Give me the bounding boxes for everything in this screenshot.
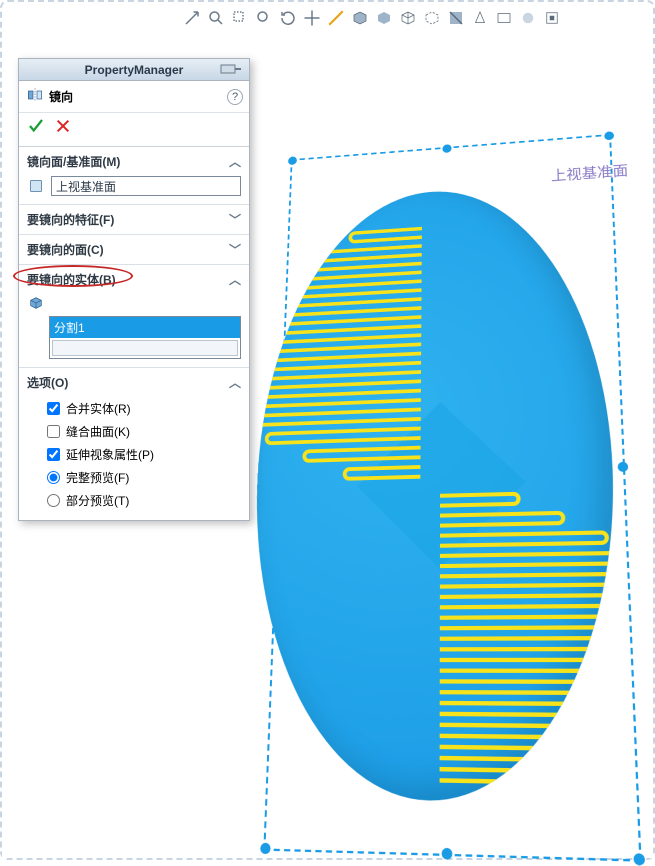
scene-icon[interactable] [494, 8, 514, 28]
ok-button[interactable] [27, 117, 45, 138]
full-preview-radio[interactable] [47, 471, 60, 484]
cooling-channel [309, 244, 422, 263]
measure-icon[interactable] [326, 8, 346, 28]
option-propvis[interactable]: 延伸视象属性(P) [27, 443, 241, 466]
section-header-mirror-plane[interactable]: 镜向面/基准面(M) ︿ [27, 153, 241, 170]
plane-handle[interactable] [618, 462, 629, 472]
mirror-plane-field[interactable] [51, 176, 241, 196]
plane-handle[interactable] [288, 156, 297, 165]
chevron-up-icon: ︿ [229, 153, 241, 170]
pin-icon[interactable] [217, 61, 245, 77]
zoom-fit-icon[interactable] [206, 8, 226, 28]
chevron-up-icon: ︿ [229, 271, 241, 288]
cooling-channel [440, 723, 616, 740]
hidden-lines-icon[interactable] [422, 8, 442, 28]
cooling-channel [243, 389, 421, 411]
section-header-features[interactable]: 要镜向的特征(F) ﹀ [27, 211, 241, 228]
plane-selection-icon [27, 177, 45, 195]
option-label: 延伸视象属性(P) [66, 446, 154, 463]
rotate-icon[interactable] [278, 8, 298, 28]
cooling-channel [440, 658, 626, 674]
cancel-button[interactable] [55, 118, 71, 137]
chevron-up-icon: ︿ [229, 374, 241, 391]
appearance-icon[interactable] [518, 8, 538, 28]
cooling-channel [440, 592, 626, 609]
shaded-edges-icon[interactable] [350, 8, 370, 28]
section-faces: 要镜向的面(C) ﹀ [19, 235, 249, 265]
propvis-checkbox[interactable] [47, 448, 60, 461]
section-label: 要镜向的特征(F) [27, 211, 114, 228]
section-label: 要镜向的实体(B) [27, 271, 116, 288]
section-label: 选项(O) [27, 374, 68, 391]
cooling-channel [440, 550, 626, 568]
option-partial-preview[interactable]: 部分预览(T) [27, 489, 241, 512]
plane-label: 上视基准面 [551, 159, 629, 185]
option-full-preview[interactable]: 完整预览(F) [27, 466, 241, 489]
section-header-faces[interactable]: 要镜向的面(C) ﹀ [27, 241, 241, 258]
option-label: 合并实体(R) [66, 400, 131, 417]
section-icon[interactable] [446, 8, 466, 28]
feature-title-row: 镜向 ? [19, 81, 249, 113]
chevron-down-icon: ﹀ [229, 211, 241, 228]
plane-handle[interactable] [442, 848, 453, 860]
shaded-icon[interactable] [374, 8, 394, 28]
help-icon[interactable]: ? [227, 89, 243, 105]
section-header-options[interactable]: 选项(O) ︿ [27, 374, 241, 391]
cooling-channel [440, 571, 626, 589]
option-knit[interactable]: 缝合曲面(K) [27, 420, 241, 443]
zoom-icon[interactable] [254, 8, 274, 28]
plane-handle[interactable] [604, 131, 614, 140]
reference-plane-outline[interactable]: 上视基准面 [263, 134, 641, 862]
property-manager-panel: PropertyManager 镜向 ? 镜向面/基准面(M) ︿ [18, 58, 250, 521]
perspective-icon[interactable] [470, 8, 490, 28]
option-label: 部分预览(T) [66, 492, 129, 509]
panel-header: PropertyManager [19, 59, 249, 81]
option-label: 完整预览(F) [66, 469, 129, 486]
plane-handle[interactable] [260, 843, 271, 855]
section-mirror-plane: 镜向面/基准面(M) ︿ [19, 147, 249, 205]
cooling-channel [440, 636, 626, 652]
plane-handle[interactable] [633, 853, 645, 865]
cooling-channel [243, 408, 420, 428]
view-toolbar [182, 8, 562, 28]
list-empty-slot[interactable] [52, 340, 238, 356]
option-merge[interactable]: 合并实体(R) [27, 397, 241, 420]
body-selection-icon [27, 294, 45, 312]
mirror-feature-icon [27, 87, 43, 106]
list-item[interactable]: 分割1 [50, 317, 240, 338]
knit-checkbox[interactable] [47, 425, 60, 438]
cooling-channel [440, 492, 521, 508]
cooling-channel [440, 511, 566, 528]
section-label: 镜向面/基准面(M) [27, 153, 120, 170]
wireframe-icon[interactable] [398, 8, 418, 28]
merge-checkbox[interactable] [47, 402, 60, 415]
section-header-bodies[interactable]: 要镜向的实体(B) ︿ [27, 271, 241, 288]
view-settings-icon[interactable] [542, 8, 562, 28]
cooling-channel [348, 227, 421, 244]
chevron-down-icon: ﹀ [229, 241, 241, 258]
cooling-channel [440, 745, 573, 763]
arrow-icon[interactable] [182, 8, 202, 28]
cooling-channel [343, 465, 421, 481]
section-bodies: 要镜向的实体(B) ︿ 分割1 [19, 265, 249, 368]
cooling-channel [440, 679, 626, 695]
bodies-listbox[interactable]: 分割1 [49, 316, 241, 359]
model-disc-body[interactable] [243, 180, 625, 805]
section-label: 要镜向的面(C) [27, 241, 104, 258]
feature-name: 镜向 [49, 88, 73, 105]
section-features: 要镜向的特征(F) ﹀ [19, 205, 249, 235]
plane-handle[interactable] [442, 144, 451, 153]
pan-icon[interactable] [302, 8, 322, 28]
confirm-row [19, 113, 249, 147]
partial-preview-radio[interactable] [47, 494, 60, 507]
option-label: 缝合曲面(K) [66, 423, 130, 440]
cooling-channel [440, 701, 626, 718]
cooling-channel [440, 614, 626, 631]
cooling-channel [440, 767, 526, 784]
cooling-channel [265, 427, 421, 446]
panel-header-title: PropertyManager [85, 63, 184, 77]
cooling-channel [440, 530, 609, 547]
zoom-area-icon[interactable] [230, 8, 250, 28]
section-options: 选项(O) ︿ 合并实体(R) 缝合曲面(K) 延伸视象属性(P) 完整预览(F… [19, 368, 249, 520]
